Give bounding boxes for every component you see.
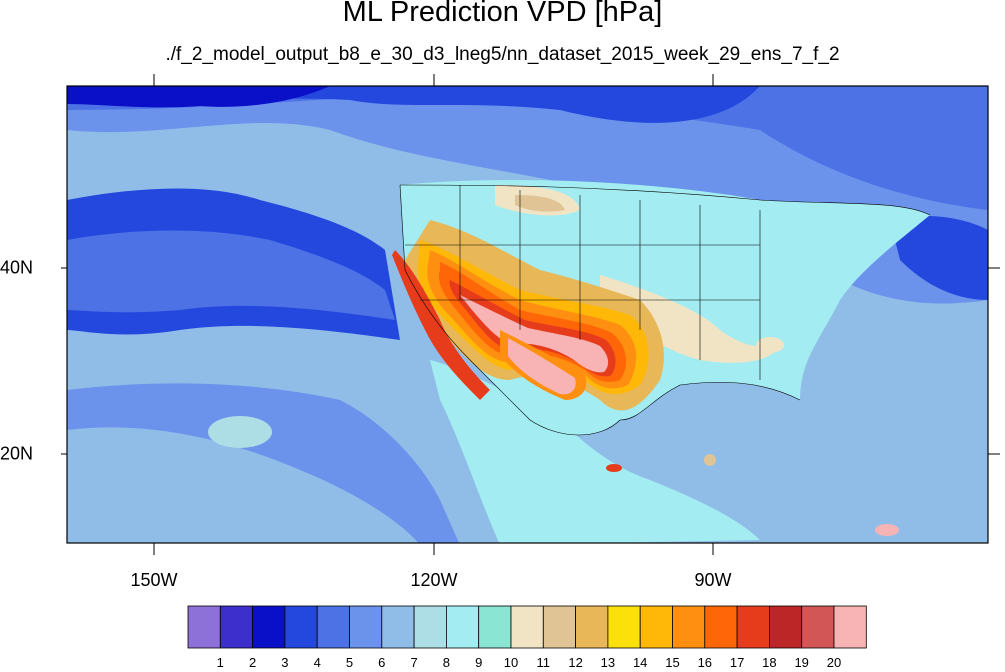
- colorbar-label: 17: [729, 655, 745, 670]
- colorbar-swatch: [219, 605, 254, 649]
- lon-label-150w: 150W: [130, 570, 178, 590]
- colorbar-label: 7: [410, 655, 418, 670]
- map-subtitle: ./f_2_model_output_b8_e_30_d3_lneg5/nn_d…: [165, 44, 840, 65]
- colorbar-label: 9: [475, 655, 483, 670]
- colorbar-swatch: [575, 605, 609, 649]
- colorbar-label: 19: [794, 655, 809, 670]
- map-frame: [66, 85, 989, 544]
- colorbar-label: 18: [762, 655, 777, 670]
- lon-label-120w: 120W: [410, 570, 458, 590]
- colorbar-swatch: [639, 605, 673, 649]
- axis-ticks: [61, 74, 1000, 555]
- colorbar-swatch: [769, 605, 803, 649]
- colorbar-swatch: [542, 605, 576, 649]
- colorbar-swatch: [672, 605, 706, 649]
- colorbar-swatch: [510, 605, 544, 649]
- colorbar-swatch: [413, 605, 447, 649]
- colorbar-swatch: [349, 605, 383, 649]
- boundaries: [399, 184, 931, 436]
- colorbar-swatch: [381, 605, 415, 649]
- colorbar-label: 13: [600, 655, 616, 670]
- colorbar-label: 14: [632, 655, 648, 670]
- colorbar-swatch: [478, 605, 512, 649]
- lat-label-40n: 40N: [0, 257, 34, 278]
- lon-label-90w: 90W: [694, 570, 732, 590]
- colorbar-label: 10: [503, 655, 519, 670]
- colorbar: [187, 605, 867, 649]
- colorbar-label: 2: [248, 655, 257, 670]
- colorbar-swatch: [607, 605, 641, 649]
- colorbar-label: 15: [665, 655, 680, 670]
- colorbar-swatch: [704, 605, 738, 649]
- colorbar-swatch: [445, 605, 480, 649]
- colorbar-swatch: [284, 605, 318, 649]
- colorbar-swatch: [833, 605, 867, 649]
- colorbar-label: 6: [378, 655, 386, 670]
- colorbar-label: 4: [313, 655, 321, 670]
- colorbar-label: 3: [281, 655, 289, 670]
- colorbar-swatch: [252, 605, 286, 649]
- colorbar-label: 5: [345, 655, 354, 670]
- colorbar-label: 11: [536, 655, 551, 670]
- colorbar-swatch: [316, 605, 350, 649]
- colorbar-label: 16: [697, 655, 713, 670]
- colorbar-label: 20: [826, 655, 842, 670]
- colorbar-label: 1: [216, 655, 224, 670]
- colorbar-swatch: [736, 605, 770, 649]
- lat-label-20n: 20N: [0, 443, 34, 464]
- vpd-field: [67, 86, 988, 543]
- colorbar-swatch: [187, 605, 221, 649]
- colorbar-label: 12: [568, 655, 583, 670]
- colorbar-swatch: [801, 605, 835, 649]
- colorbar-label: 8: [442, 655, 451, 670]
- map-title: ML Prediction VPD [hPa]: [342, 0, 663, 28]
